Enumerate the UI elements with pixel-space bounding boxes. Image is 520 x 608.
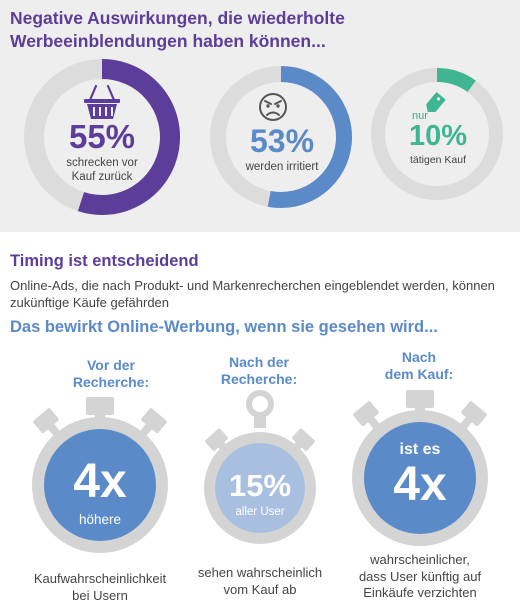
- column-1-heading-line-2: Recherche:: [72, 374, 150, 390]
- donut-3-arc: [436, 68, 476, 93]
- headline: Negative Auswirkungen, die wiederholte W…: [10, 8, 345, 51]
- donut-1: [24, 59, 180, 215]
- donut-3-text: nur 10% tätigen Kauf: [396, 110, 480, 167]
- column-1-heading-line-1: Vor der: [87, 357, 135, 373]
- stopwatch-2: [204, 390, 316, 544]
- stopwatch-3: [352, 390, 488, 546]
- effects-title: Das bewirkt Online-Werbung, wenn sie ges…: [10, 318, 438, 336]
- donut-3: [371, 68, 503, 200]
- donut-1-line-2: Kauf zurück: [71, 171, 133, 183]
- donut-3-percent: 10%: [408, 120, 468, 152]
- column-3-heading-line-1: Nach: [401, 349, 437, 365]
- column-2-description: sehen wahrscheinlich vom Kauf ab: [180, 565, 340, 598]
- donut-3-prefix: nur: [412, 110, 428, 122]
- stopwatches: [32, 390, 488, 553]
- column-2-description-line-1: sehen wahrscheinlich: [197, 565, 323, 580]
- shopping-basket-icon: [84, 84, 120, 119]
- column-3-heading: Nach dem Kauf:: [364, 349, 474, 383]
- column-3-description-line-2: dass User künftig auf: [358, 568, 482, 584]
- column-2-heading-line-1: Nach der: [229, 354, 289, 370]
- stopwatch-3-big: 4x: [393, 458, 447, 511]
- donut-1-line-1: schrecken vor: [66, 157, 138, 169]
- donut-1-text: 55% schrecken vor Kauf zurück: [48, 120, 156, 184]
- stopwatch-1-small: höhere: [78, 512, 122, 527]
- column-2-description-line-2: vom Kauf ab: [223, 581, 297, 597]
- column-1-description-line-1: Kaufwahrscheinlichkeit: [33, 571, 167, 586]
- timing-body: Online-Ads, die nach Produkt- und Marken…: [10, 278, 495, 310]
- stopwatch-3-text: ist es 4x: [370, 441, 470, 509]
- donut-2-arc: [267, 66, 352, 208]
- stopwatch-2-big: 15%: [228, 468, 292, 503]
- donut-charts: [24, 59, 503, 215]
- column-3-description-line-3: Einkäufe verzichten: [363, 585, 477, 600]
- timing-title: Timing ist entscheidend: [10, 252, 199, 270]
- stopwatch-1-text: 4x höhere: [50, 458, 150, 528]
- donut-1-arc: [77, 59, 180, 215]
- column-2-heading-line-2: Recherche:: [220, 371, 298, 387]
- column-1-description: Kaufwahrscheinlichkeit bei Usern: [20, 571, 180, 604]
- column-3-heading-line-2: dem Kauf:: [384, 366, 454, 382]
- stopwatch-2-text: 15% aller User: [215, 470, 305, 520]
- stopwatch-1-big: 4x: [73, 455, 127, 508]
- angry-face-icon: [259, 93, 287, 121]
- donut-2-percent: 53%: [249, 123, 315, 159]
- price-tag-icon: [426, 92, 446, 112]
- donut-2-text: 53% werden irritiert: [226, 125, 338, 174]
- stopwatch-1: [32, 397, 168, 553]
- stopwatch-2-small: aller User: [235, 506, 285, 518]
- column-2-heading: Nach der Recherche:: [204, 354, 314, 388]
- donut-1-percent: 55%: [68, 118, 136, 155]
- column-3-description-line-1: wahrscheinlicher,: [370, 552, 470, 567]
- donut-2-line-1: werden irritiert: [245, 161, 319, 173]
- column-1-heading: Vor der Recherche:: [56, 357, 166, 391]
- donut-2: [210, 66, 352, 208]
- stopwatch-3-top: ist es: [399, 441, 441, 458]
- column-1-description-line-2: bei Usern: [72, 587, 128, 603]
- column-3-description: wahrscheinlicher, dass User künftig auf …: [340, 552, 500, 602]
- donut-3-line-1: tätigen Kauf: [409, 154, 467, 166]
